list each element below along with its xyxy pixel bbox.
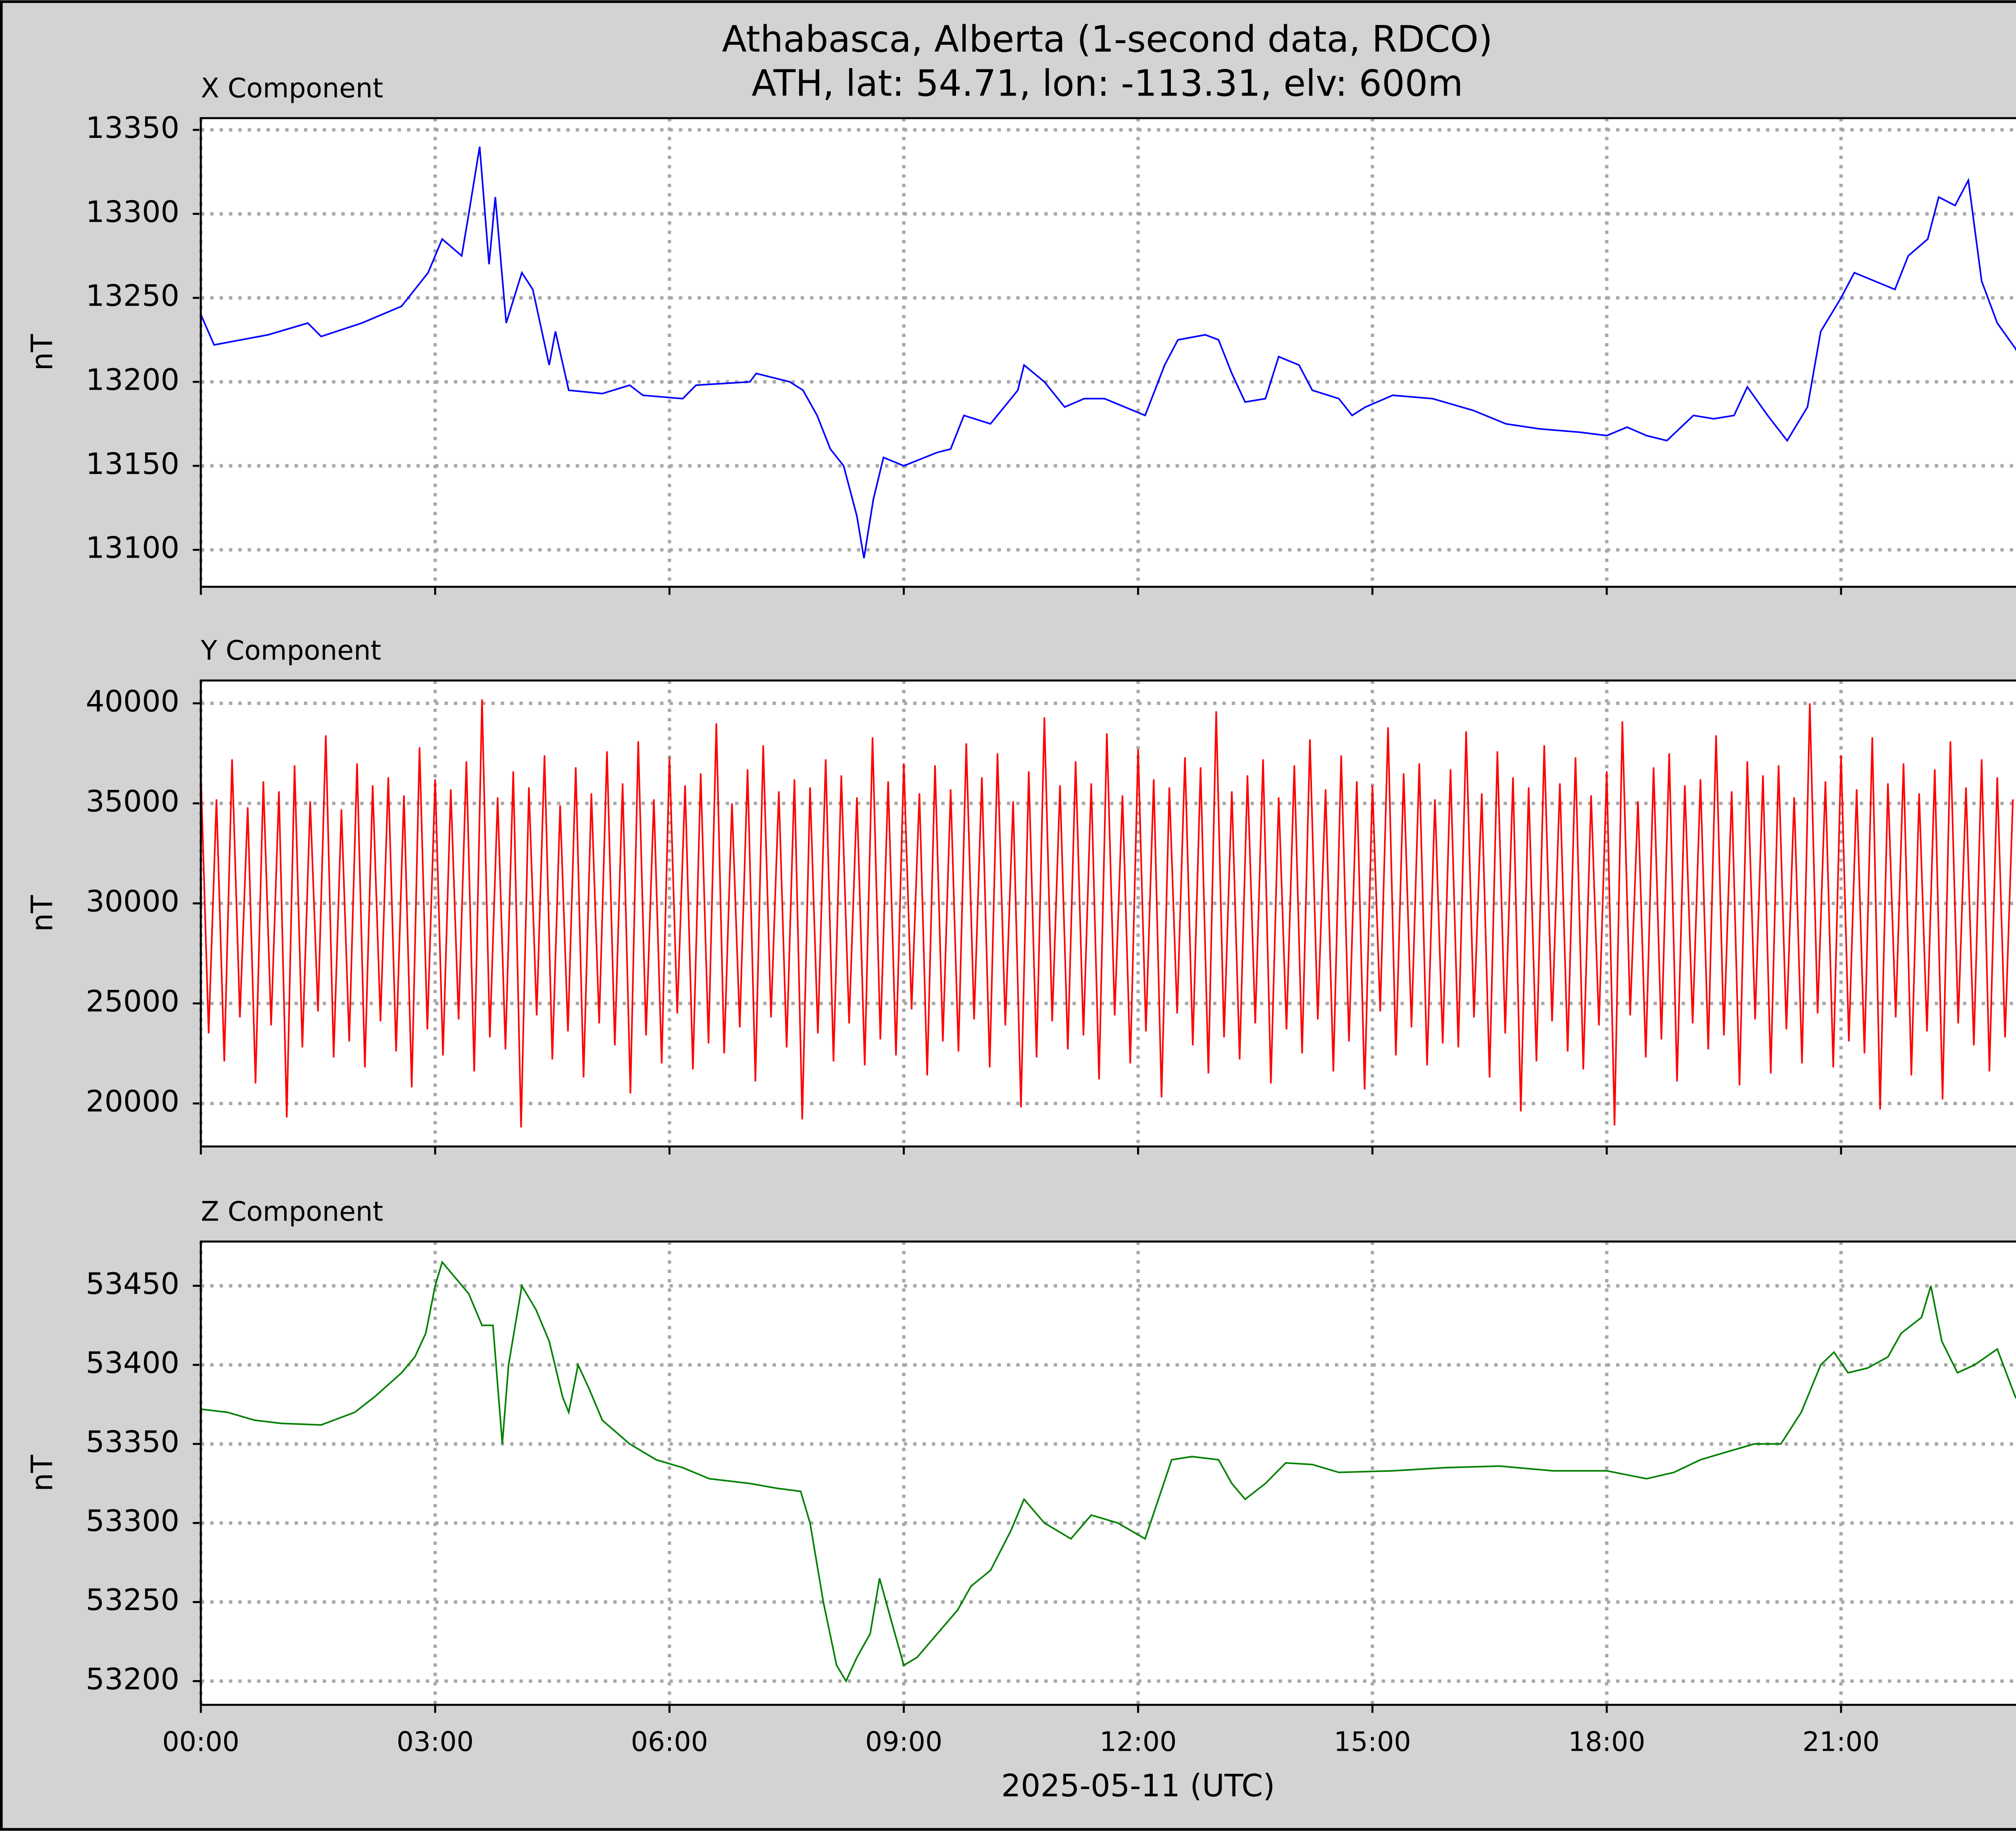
y-tick-label: 53200 [86,1662,179,1696]
x-tick-label: 18:00 [1568,1726,1645,1757]
subplot-title: Z Component [201,1196,383,1227]
x-tick-label: 00:00 [162,1726,239,1757]
y-axis-label: nT [25,895,60,932]
data-line [200,699,2014,1128]
figure-subtitle: ATH, lat: 54.71, lon: -113.31, elv: 600m [752,63,1463,105]
y-axis-label: nT [25,334,60,371]
axes-frame [200,117,2016,588]
x-tick-label: 09:00 [865,1726,942,1757]
data-line [200,1260,2016,1683]
x-axis-label: 2025-05-11 (UTC) [1001,1768,1275,1804]
plot-area [201,680,2016,1147]
y-tick-label: 13100 [86,531,179,565]
y-axis-label: nT [25,1455,60,1491]
y-tick-label: 20000 [86,1085,179,1119]
y-tick-label: 13300 [86,195,179,229]
axes-frame [200,1240,2016,1706]
y-tick-label: 40000 [86,684,179,719]
y-tick-label: 53300 [86,1504,179,1538]
y-tick-label: 53400 [86,1346,179,1380]
data-line [200,146,2016,558]
plot-area [201,118,2016,587]
y-tick-label: 25000 [86,985,179,1019]
axes-frame [200,679,2016,1148]
x-tick-label: 21:00 [1802,1726,1879,1757]
y-tick-label: 35000 [86,784,179,819]
y-tick-label: 53350 [86,1425,179,1459]
y-tick-label: 13250 [86,279,179,313]
y-tick-label: 13350 [86,111,179,145]
y-tick-label: 53250 [86,1583,179,1617]
x-tick-label: 12:00 [1100,1726,1177,1757]
x-tick-label: 15:00 [1334,1726,1411,1757]
x-tick-label: 06:00 [631,1726,708,1757]
x-tick-label: 03:00 [397,1726,474,1757]
y-tick-label: 13150 [86,447,179,481]
plot-area [201,1241,2016,1705]
y-tick-label: 13200 [86,363,179,397]
y-tick-label: 30000 [86,884,179,919]
y-tick-label: 53450 [86,1267,179,1301]
figure-title: Athabasca, Alberta (1-second data, RDCO) [722,19,1493,60]
subplot-title: X Component [201,72,383,104]
subplot-title: Y Component [200,635,381,666]
